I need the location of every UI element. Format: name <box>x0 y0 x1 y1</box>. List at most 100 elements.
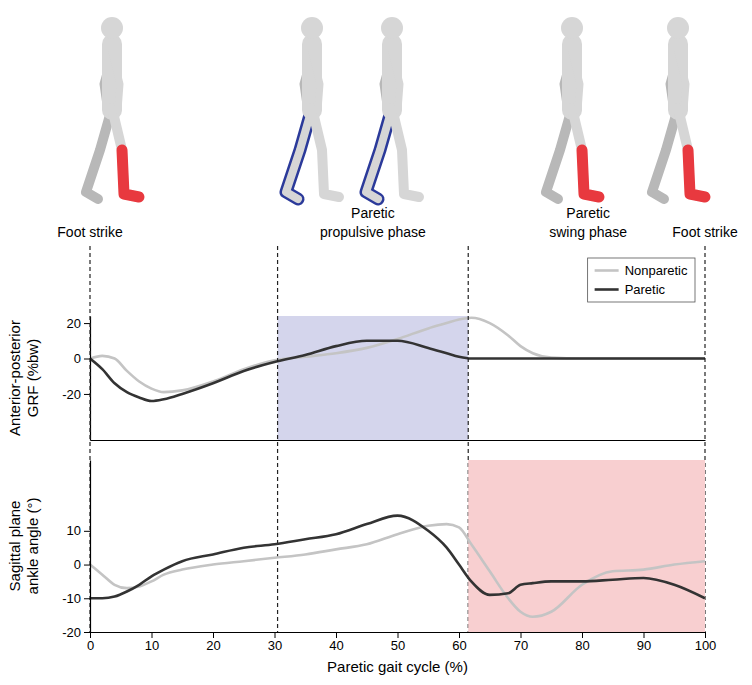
figure-head <box>561 17 583 39</box>
y-tick-label: 10 <box>67 523 81 538</box>
y-tick-mark <box>84 323 90 324</box>
y-tick-mark <box>84 565 90 566</box>
figure-arm <box>392 52 400 110</box>
x-tick-mark <box>152 632 153 638</box>
series-line <box>90 524 705 617</box>
x-tick: 100 <box>695 632 717 653</box>
x-tick: 70 <box>514 632 528 653</box>
figure-head <box>667 17 689 39</box>
x-tick-label: 60 <box>452 638 466 653</box>
y-axis-title-line: GRF (%bw) <box>24 339 41 417</box>
x-tick-label: 30 <box>268 638 282 653</box>
x-tick: 10 <box>145 632 159 653</box>
x-tick-mark <box>644 632 645 638</box>
y-tick-label: 0 <box>74 351 81 366</box>
phase-label-line: propulsive phase <box>320 224 426 240</box>
series-line <box>90 318 705 392</box>
y-axis-title-line: Anterior-posterior <box>6 320 23 436</box>
phase-label: Foot strike <box>672 224 738 240</box>
series-line <box>90 341 705 401</box>
legend-swatch <box>595 269 619 272</box>
x-tick: 60 <box>452 632 466 653</box>
x-tick-label: 90 <box>637 638 651 653</box>
y-tick-label: -10 <box>62 591 81 606</box>
legend-item: Nonparetic <box>595 263 688 278</box>
walker-figure <box>546 17 599 199</box>
x-tick: 0 <box>87 632 94 653</box>
figure-leg <box>112 108 139 197</box>
phase-boundary <box>89 246 90 632</box>
figure-leg <box>678 108 705 197</box>
y-tick-mark <box>84 632 90 633</box>
phase-boundary <box>277 246 278 632</box>
figure-head <box>301 17 323 39</box>
x-tick-label: 50 <box>391 638 405 653</box>
x-tick-mark <box>398 632 399 638</box>
y-tick: -20 <box>62 387 90 402</box>
walker-figure <box>86 17 139 199</box>
y-tick: -10 <box>62 591 90 606</box>
x-tick: 90 <box>637 632 651 653</box>
y-axis: -20 -10 0 10 <box>62 461 90 640</box>
figure-head <box>381 17 403 39</box>
figure-arm <box>572 52 580 110</box>
x-tick-mark <box>336 632 337 638</box>
figure-torso <box>382 44 402 110</box>
plot-area <box>90 316 705 440</box>
figure-leg <box>312 108 339 197</box>
figure-head <box>101 17 123 39</box>
x-tick-mark <box>582 632 583 638</box>
x-tick: 80 <box>575 632 589 653</box>
phase-label: Foot strike <box>57 224 123 240</box>
phase-label: Pareticpropulsive phase <box>320 205 426 240</box>
y-tick: 10 <box>67 523 90 538</box>
phase-label-line: Paretic <box>566 205 610 221</box>
x-tick-label: 100 <box>695 638 717 653</box>
y-tick: -20 <box>62 625 90 640</box>
x-tick-label: 20 <box>206 638 220 653</box>
y-tick-mark <box>84 598 90 599</box>
y-axis-title-line: Sagittal plane <box>6 501 23 592</box>
figure-arm <box>312 52 320 110</box>
chart-figure: -20 0 20 Anterior-posteriorGRF (%bw) Foot st… <box>0 0 752 685</box>
plot-area <box>90 460 705 632</box>
y-tick-label: -20 <box>62 625 81 640</box>
x-tick-mark <box>521 632 522 638</box>
phase-label: Pareticswing phase <box>549 205 627 240</box>
x-tick-label: 0 <box>87 638 94 653</box>
y-axis-title: Sagittal planeankle angle (°) <box>6 498 41 595</box>
figure-leg <box>86 108 112 199</box>
x-tick: 50 <box>391 632 405 653</box>
y-axis-line <box>90 461 91 633</box>
legend: Nonparetic Paretic <box>588 258 695 302</box>
phase-label-line: Foot strike <box>57 224 123 240</box>
figure-leg <box>286 108 312 199</box>
y-tick-label: 0 <box>74 557 81 572</box>
x-tick-label: 70 <box>514 638 528 653</box>
x-tick-mark <box>275 632 276 638</box>
figure-leg <box>652 108 678 199</box>
y-axis: -20 0 20 <box>62 316 90 441</box>
y-tick: 0 <box>74 351 90 366</box>
y-axis-title-line: ankle angle (°) <box>24 498 41 595</box>
x-tick-label: 10 <box>145 638 159 653</box>
y-tick-label: -20 <box>62 387 81 402</box>
legend-label: Nonparetic <box>625 263 688 278</box>
y-tick-mark <box>84 531 90 532</box>
figure-leg-outline <box>366 108 392 199</box>
figure-torso <box>668 44 688 110</box>
x-tick: 40 <box>329 632 343 653</box>
y-tick-label: 20 <box>67 316 81 331</box>
figure-shank-highlight <box>122 150 139 197</box>
x-tick-mark <box>459 632 460 638</box>
phase-shade <box>278 316 469 440</box>
figure-arm <box>112 52 120 110</box>
x-tick-label: 40 <box>329 638 343 653</box>
x-tick-mark <box>213 632 214 638</box>
x-tick-mark <box>90 632 91 638</box>
x-axis <box>91 440 706 441</box>
figure-torso <box>562 44 582 110</box>
legend-label: Paretic <box>625 282 666 297</box>
y-tick-mark <box>84 359 90 360</box>
y-tick-mark <box>84 394 90 395</box>
